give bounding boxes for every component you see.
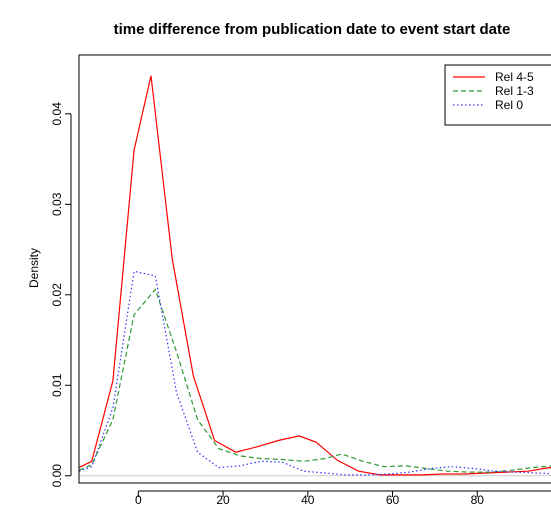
x-tick-label: 80 [471, 493, 485, 507]
y-axis-label: Density [27, 248, 41, 288]
chart-title: time difference from publication date to… [114, 21, 511, 38]
legend-box [444, 64, 551, 126]
y-tick-label: 0.00 [50, 464, 64, 488]
plot-lines [78, 75, 551, 477]
legend-label-1: Rel 4-5 [495, 70, 534, 84]
series-line-2 [78, 288, 551, 473]
legend-label-2: Rel 1-3 [495, 84, 534, 98]
legend-label-3: Rel 0 [495, 98, 523, 112]
y-tick-label: 0.01 [50, 373, 64, 397]
y-tick-label: 0.03 [50, 192, 64, 216]
y-tick-label: 0.04 [50, 102, 64, 126]
x-tick-label: 60 [386, 493, 400, 507]
series-line-3 [78, 270, 551, 476]
x-tick-label: 40 [301, 493, 315, 507]
x-axis: 020406080100 [135, 490, 551, 507]
x-tick-label: 0 [135, 493, 142, 507]
y-tick-label: 0.02 [50, 283, 64, 307]
x-tick-label: 20 [216, 493, 230, 507]
plot-frame [78, 54, 551, 484]
series-line-1 [78, 75, 551, 476]
y-axis: 0.00 0.01 0.02 0.03 0.04 [50, 102, 72, 488]
